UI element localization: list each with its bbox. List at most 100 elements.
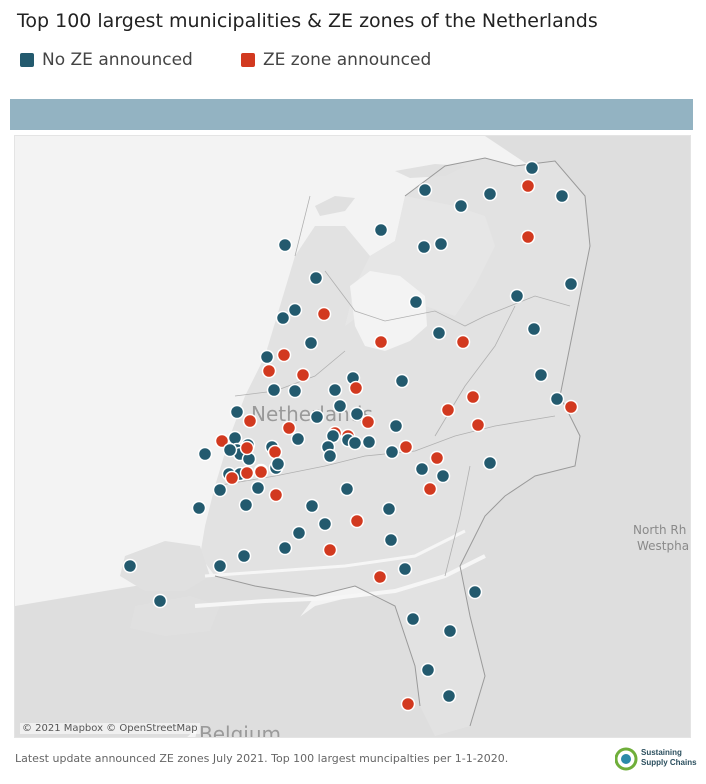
ze-zone-marker[interactable] <box>261 363 277 379</box>
ze-zone-marker[interactable] <box>253 464 269 480</box>
no-ze-marker[interactable] <box>290 431 306 447</box>
no-ze-marker[interactable] <box>304 498 320 514</box>
ze-zone-marker[interactable] <box>276 347 292 363</box>
no-ze-marker[interactable] <box>322 448 338 464</box>
no-ze-marker[interactable] <box>482 186 498 202</box>
no-ze-marker[interactable] <box>397 561 413 577</box>
no-ze-marker[interactable] <box>212 558 228 574</box>
ze-zone-marker[interactable] <box>224 470 240 486</box>
no-ze-marker[interactable] <box>339 481 355 497</box>
no-ze-marker[interactable] <box>414 461 430 477</box>
no-ze-marker[interactable] <box>394 373 410 389</box>
no-ze-marker[interactable] <box>509 288 525 304</box>
ze-zone-marker[interactable] <box>348 380 364 396</box>
no-ze-marker[interactable] <box>441 688 457 704</box>
no-ze-marker[interactable] <box>222 442 238 458</box>
no-ze-marker[interactable] <box>435 468 451 484</box>
no-ze-marker[interactable] <box>317 516 333 532</box>
no-ze-marker[interactable] <box>212 482 228 498</box>
no-ze-marker[interactable] <box>381 501 397 517</box>
no-ze-marker[interactable] <box>259 349 275 365</box>
no-ze-marker[interactable] <box>236 548 252 564</box>
no-ze-marker[interactable] <box>327 382 343 398</box>
no-ze-marker[interactable] <box>405 611 421 627</box>
ze-zone-marker[interactable] <box>267 444 283 460</box>
ze-zone-marker[interactable] <box>239 440 255 456</box>
no-ze-marker[interactable] <box>277 237 293 253</box>
no-ze-marker[interactable] <box>482 455 498 471</box>
no-ze-marker[interactable] <box>270 456 286 472</box>
ze-zone-marker[interactable] <box>281 420 297 436</box>
ze-zone-marker[interactable] <box>322 542 338 558</box>
no-ze-marker[interactable] <box>191 500 207 516</box>
ze-zone-marker[interactable] <box>429 450 445 466</box>
no-ze-marker[interactable] <box>349 406 365 422</box>
map-title: Top 100 largest municipalities & ZE zone… <box>17 10 598 32</box>
no-ze-marker[interactable] <box>309 409 325 425</box>
no-ze-marker[interactable] <box>227 430 243 446</box>
no-ze-marker[interactable] <box>420 662 436 678</box>
no-ze-marker[interactable] <box>383 532 399 548</box>
map[interactable]: Netherlands North Rh Westpha Belgium © 2… <box>14 135 691 738</box>
no-ze-marker[interactable] <box>408 294 424 310</box>
no-ze-marker[interactable] <box>287 383 303 399</box>
ze-zone-marker[interactable] <box>214 433 230 449</box>
no-ze-marker[interactable] <box>524 160 540 176</box>
no-ze-marker[interactable] <box>373 222 389 238</box>
no-ze-marker[interactable] <box>229 404 245 420</box>
ze-zone-marker[interactable] <box>455 334 471 350</box>
no-ze-marker[interactable] <box>533 367 549 383</box>
ze-zone-marker[interactable] <box>520 178 536 194</box>
ze-zone-marker[interactable] <box>422 481 438 497</box>
ze-zone-marker[interactable] <box>373 334 389 350</box>
no-ze-marker[interactable] <box>384 444 400 460</box>
ze-zone-marker[interactable] <box>242 413 258 429</box>
no-ze-marker[interactable] <box>291 525 307 541</box>
ze-zone-marker[interactable] <box>400 696 416 712</box>
no-ze-marker[interactable] <box>287 302 303 318</box>
ze-zone-marker[interactable] <box>563 399 579 415</box>
no-ze-marker[interactable] <box>453 198 469 214</box>
no-ze-marker[interactable] <box>549 391 565 407</box>
no-ze-marker[interactable] <box>238 497 254 513</box>
no-ze-marker[interactable] <box>122 558 138 574</box>
no-ze-marker[interactable] <box>442 623 458 639</box>
no-ze-marker[interactable] <box>554 188 570 204</box>
no-ze-marker[interactable] <box>308 270 324 286</box>
no-ze-marker[interactable] <box>332 398 348 414</box>
legend-item-ze-zone[interactable]: ZE zone announced <box>241 50 431 70</box>
no-ze-marker[interactable] <box>197 446 213 462</box>
no-ze-marker[interactable] <box>266 382 282 398</box>
no-ze-marker[interactable] <box>431 325 447 341</box>
no-ze-marker[interactable] <box>277 540 293 556</box>
ze-zone-marker[interactable] <box>398 439 414 455</box>
no-ze-marker[interactable] <box>526 321 542 337</box>
ze-zone-marker[interactable] <box>372 569 388 585</box>
ze-zone-marker[interactable] <box>349 513 365 529</box>
no-ze-marker[interactable] <box>563 276 579 292</box>
map-attribution[interactable]: © 2021 Mapbox © OpenStreetMap <box>20 723 200 734</box>
no-ze-marker[interactable] <box>467 584 483 600</box>
no-ze-marker[interactable] <box>416 239 432 255</box>
legend-item-no-ze[interactable]: No ZE announced <box>20 50 193 70</box>
no-ze-marker[interactable] <box>152 593 168 609</box>
map-label-neighbor-line2: Westpha <box>637 539 689 553</box>
ze-zone-marker[interactable] <box>520 229 536 245</box>
ze-zone-marker[interactable] <box>440 402 456 418</box>
ze-zone-marker[interactable] <box>268 487 284 503</box>
no-ze-marker[interactable] <box>303 335 319 351</box>
filter-bar[interactable] <box>10 99 693 130</box>
no-ze-marker[interactable] <box>250 480 266 496</box>
no-ze-marker[interactable] <box>417 182 433 198</box>
no-ze-marker[interactable] <box>388 418 404 434</box>
no-ze-marker[interactable] <box>433 236 449 252</box>
ze-zone-marker[interactable] <box>295 367 311 383</box>
ze-zone-marker[interactable] <box>470 417 486 433</box>
ze-zone-marker[interactable] <box>360 414 376 430</box>
ze-zone-marker[interactable] <box>316 306 332 322</box>
no-ze-marker[interactable] <box>347 435 363 451</box>
no-ze-marker[interactable] <box>275 310 291 326</box>
ze-zone-marker[interactable] <box>239 465 255 481</box>
ze-zone-marker[interactable] <box>465 389 481 405</box>
no-ze-marker[interactable] <box>361 434 377 450</box>
